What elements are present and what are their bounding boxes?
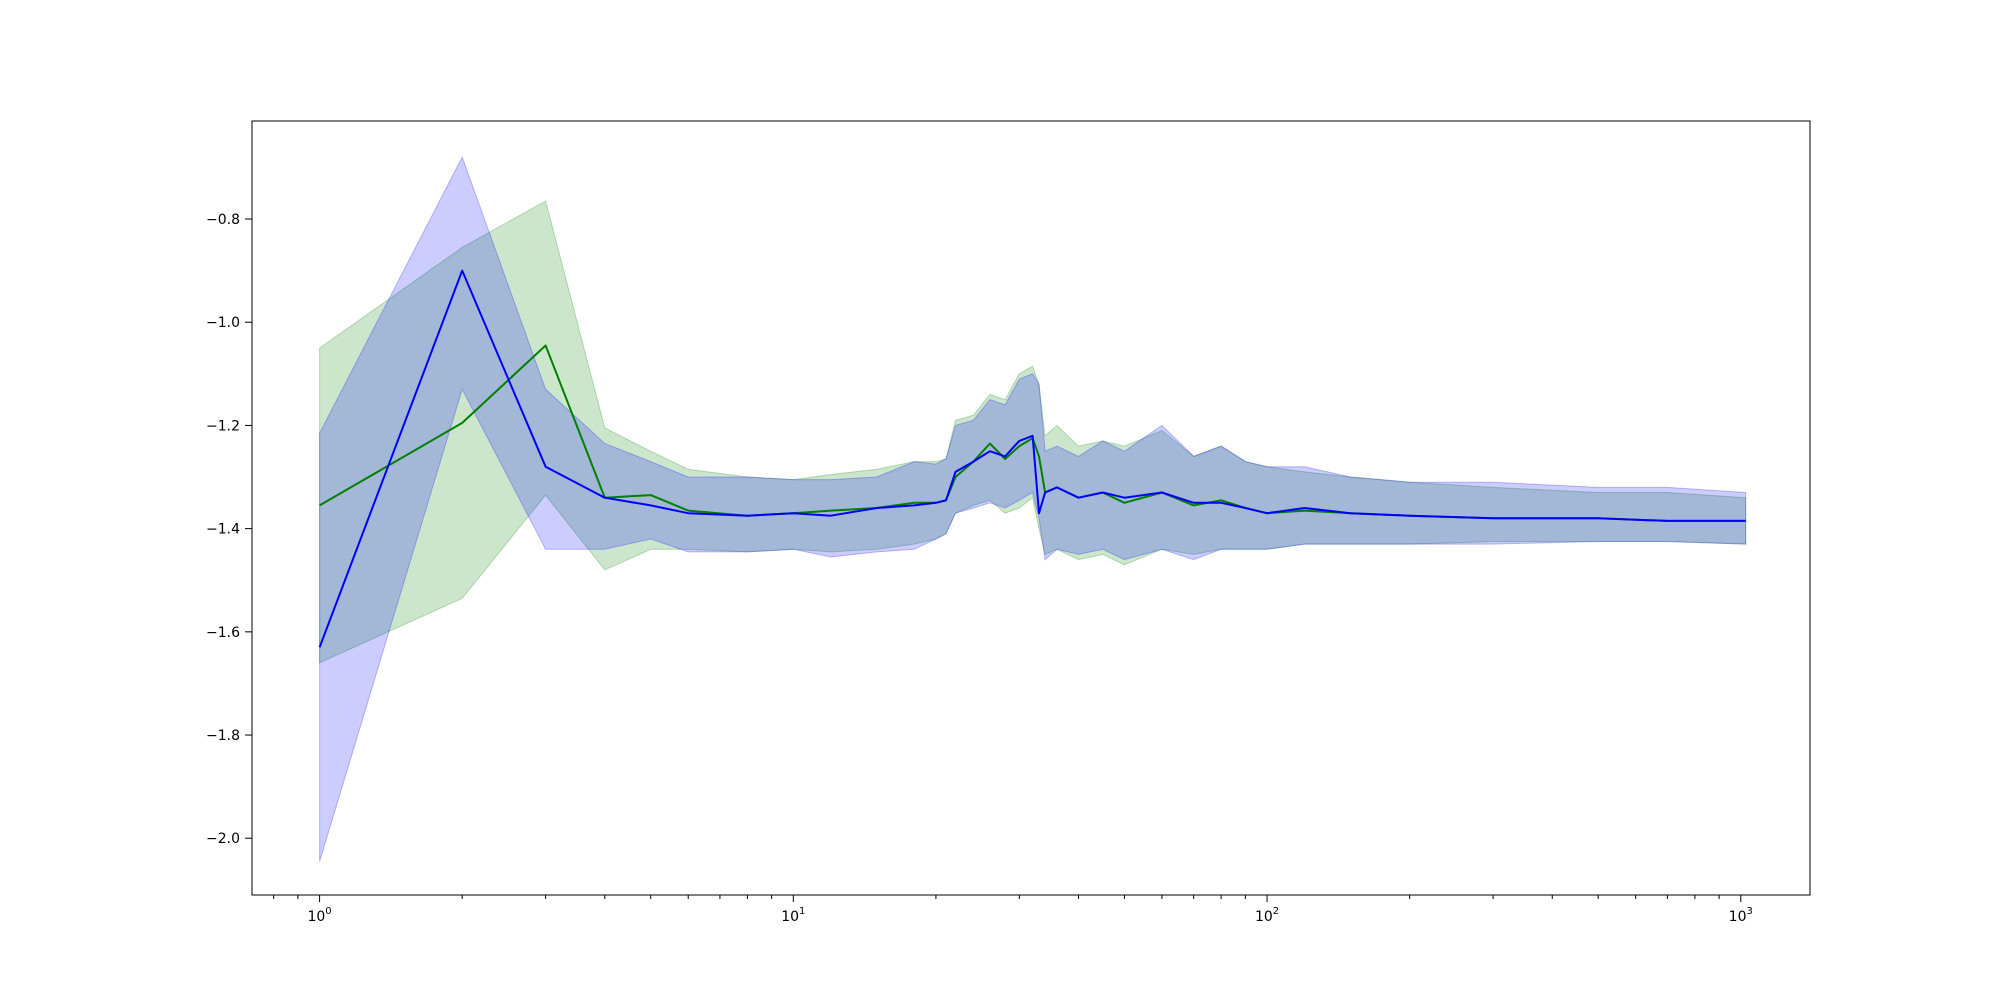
axes-frame: [251, 120, 1811, 896]
series-1-band: [319, 200, 1747, 664]
y-axis: −0.8 −1.0 −1.2 −1.4 −1.6 −1.8 −2.0: [206, 212, 252, 847]
series-2-band: [319, 155, 1747, 862]
x-tick-label-3: 103: [1729, 906, 1753, 925]
y-tick-label-0: −0.8: [206, 212, 240, 228]
y-tick-label-4: −1.6: [206, 625, 240, 641]
x-tick-label-0: 100: [307, 906, 331, 925]
plot-area: [318, 155, 1747, 862]
x-tick-label-1: 101: [781, 906, 805, 925]
y-tick-label-2: −1.2: [206, 418, 240, 434]
x-tick-label-2: 102: [1255, 906, 1279, 925]
series-2-line: [318, 269, 1746, 648]
x-axis: 100 101 102 103: [273, 895, 1753, 925]
y-tick-label-5: −1.8: [206, 728, 240, 744]
y-tick-label-6: −2.0: [206, 831, 240, 847]
y-tick-label-1: −1.0: [206, 315, 240, 331]
y-tick-label-3: −1.4: [206, 522, 240, 538]
